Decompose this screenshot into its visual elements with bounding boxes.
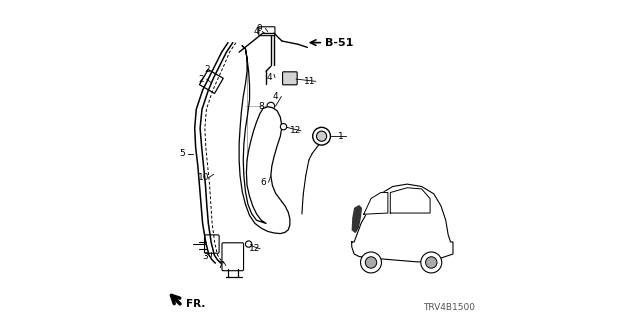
Polygon shape [364, 193, 388, 214]
Text: 1: 1 [338, 132, 344, 141]
Text: 5: 5 [179, 149, 185, 158]
Circle shape [246, 241, 252, 247]
Text: 4: 4 [253, 27, 259, 36]
FancyBboxPatch shape [222, 243, 244, 271]
Text: 10: 10 [198, 173, 209, 182]
FancyBboxPatch shape [283, 72, 297, 85]
Circle shape [267, 102, 275, 110]
Polygon shape [352, 184, 453, 262]
Polygon shape [353, 206, 362, 232]
Circle shape [365, 257, 377, 268]
Bar [200, 69, 223, 93]
Circle shape [313, 127, 330, 145]
Text: FR.: FR. [186, 299, 205, 309]
Text: B-51: B-51 [324, 38, 353, 48]
Circle shape [421, 252, 442, 273]
Text: 4: 4 [266, 73, 272, 82]
Text: 12: 12 [249, 244, 260, 253]
Circle shape [360, 252, 381, 273]
Text: 12: 12 [289, 126, 301, 135]
Polygon shape [239, 46, 290, 234]
Text: TRV4B1500: TRV4B1500 [424, 303, 476, 312]
Text: 3: 3 [202, 252, 208, 260]
Circle shape [426, 257, 437, 268]
Text: 2: 2 [205, 65, 210, 74]
Text: 11: 11 [304, 77, 316, 86]
Text: 4: 4 [273, 92, 278, 101]
Text: 6: 6 [260, 178, 266, 187]
Text: 2: 2 [198, 75, 204, 84]
FancyBboxPatch shape [205, 235, 219, 253]
Circle shape [317, 131, 326, 141]
Text: 9: 9 [257, 24, 262, 33]
Text: 8: 8 [259, 102, 264, 111]
Polygon shape [390, 188, 430, 213]
FancyBboxPatch shape [259, 27, 275, 36]
Circle shape [280, 124, 287, 130]
Text: 7: 7 [217, 261, 223, 270]
